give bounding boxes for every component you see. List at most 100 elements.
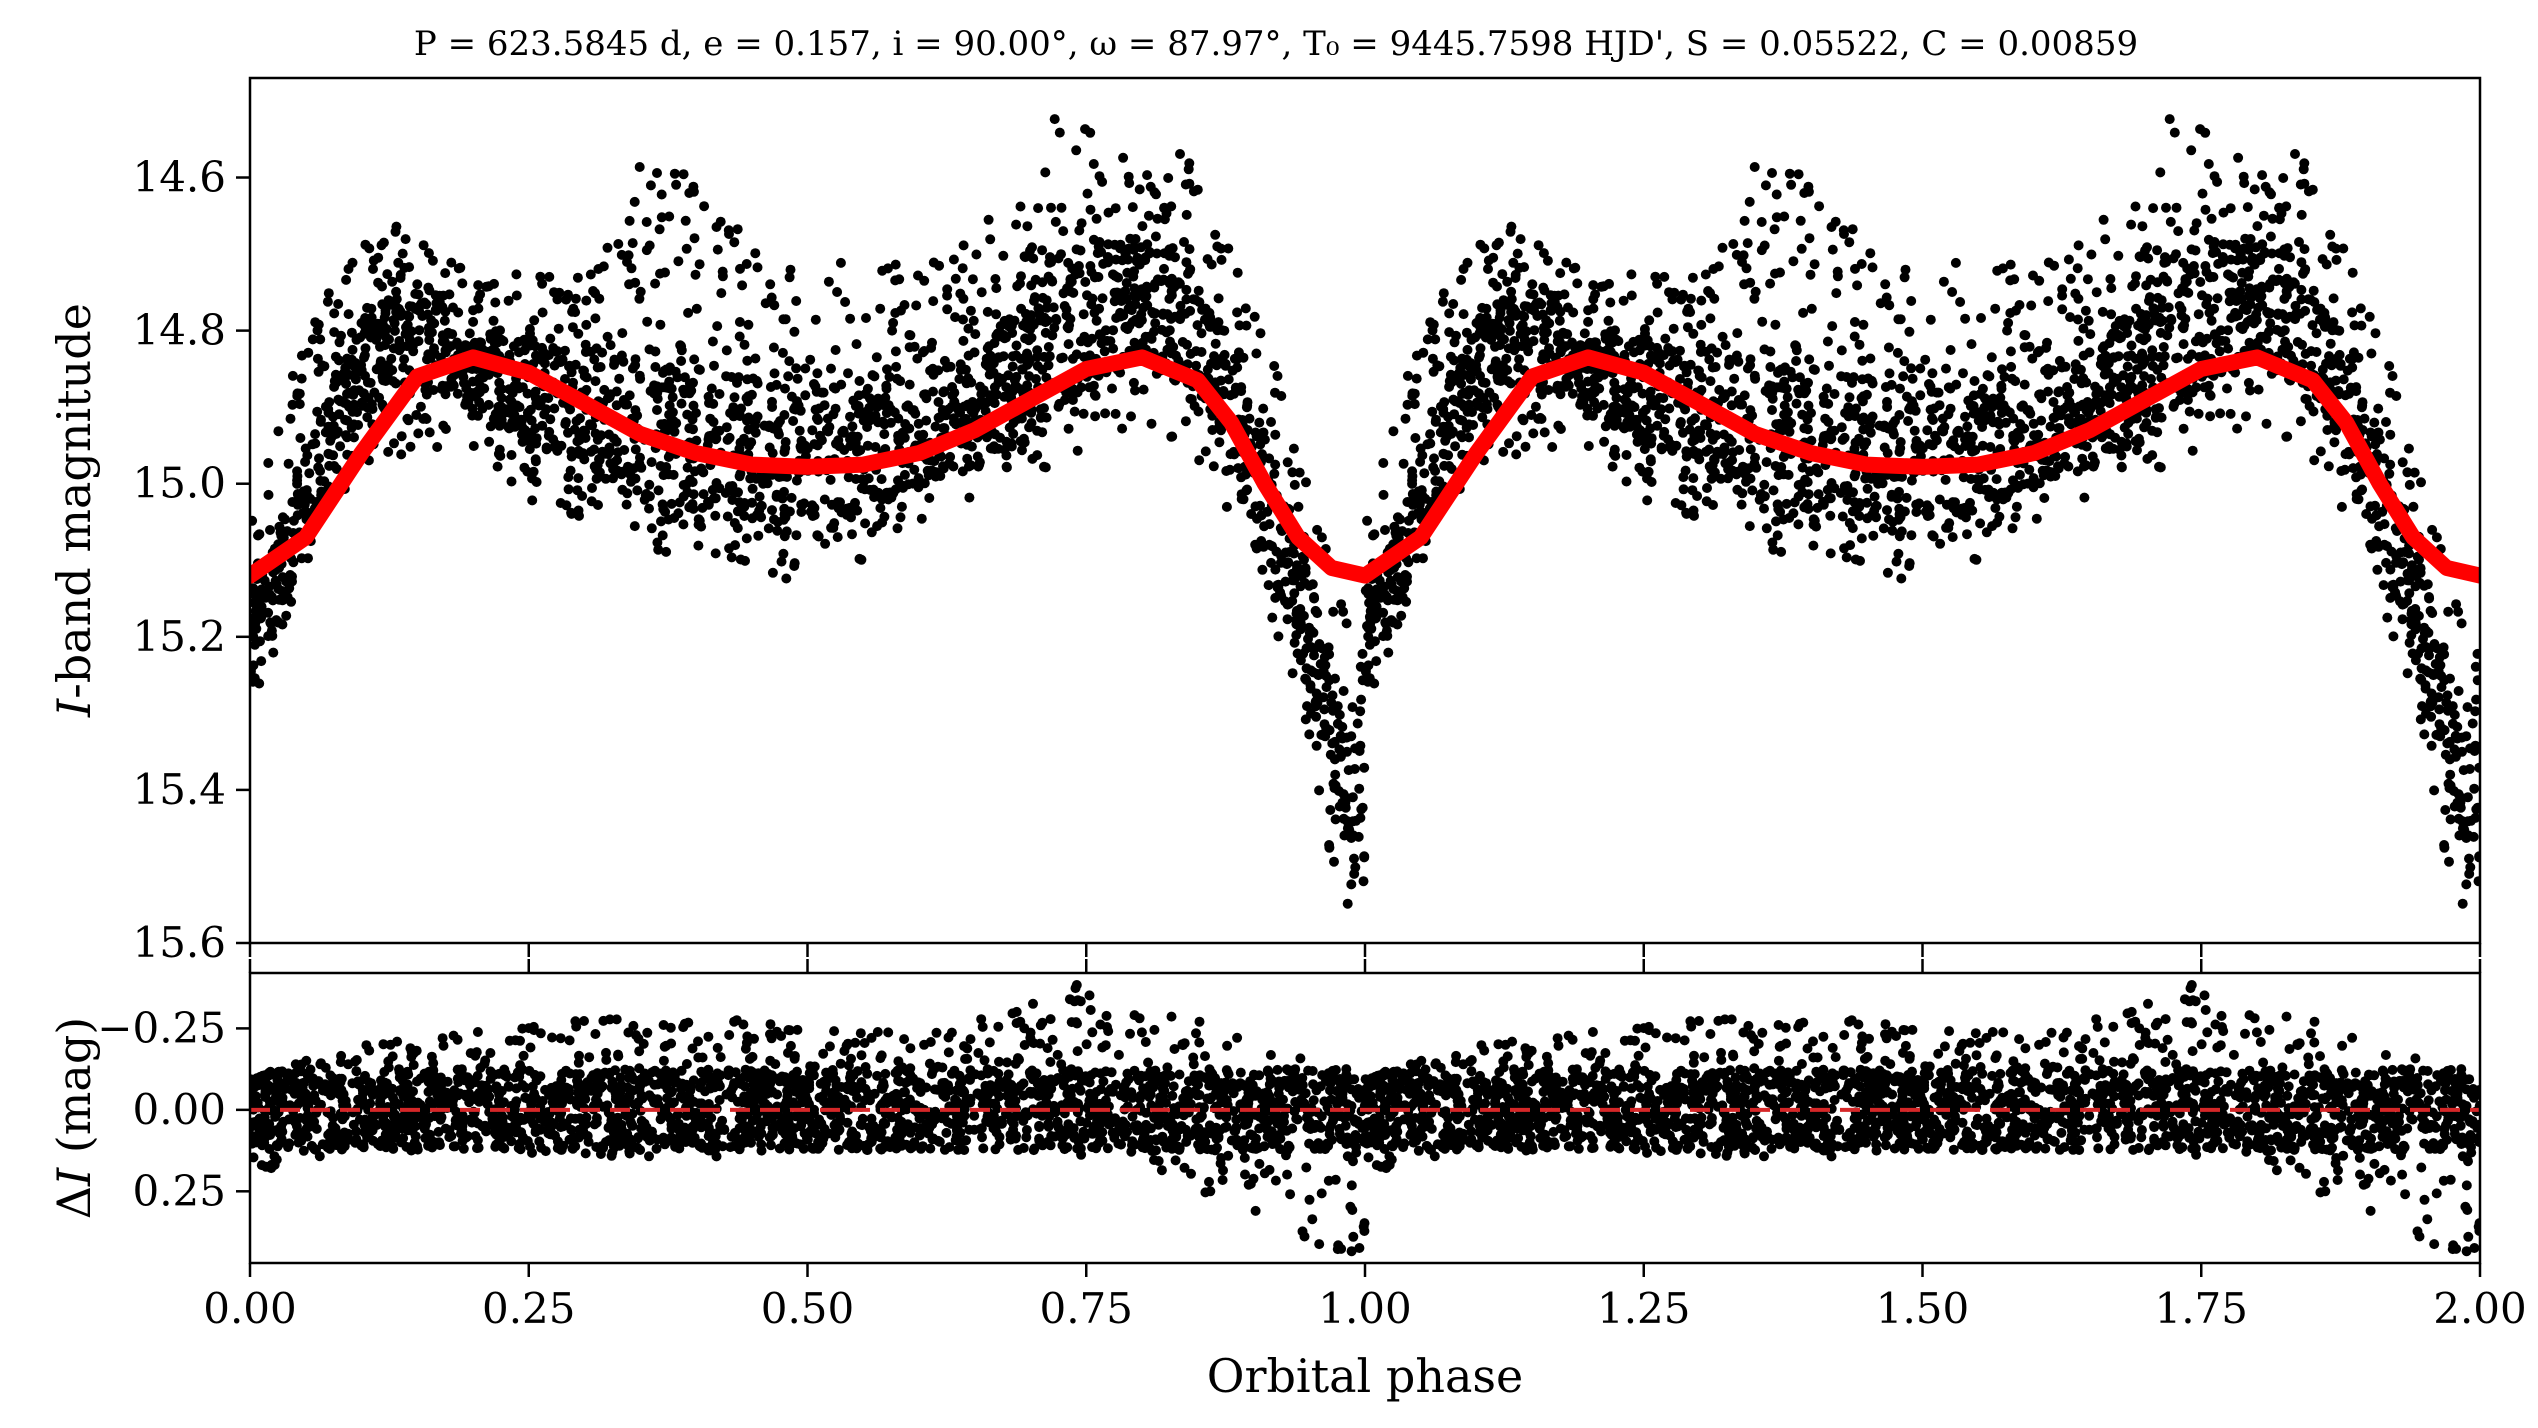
observation-point (2452, 797, 2463, 808)
observation-point (712, 321, 723, 332)
observation-point (1915, 363, 1926, 374)
observation-point (1338, 686, 1349, 696)
observation-point (1607, 461, 1618, 472)
observation-point (892, 523, 903, 534)
observation-point (1517, 310, 1528, 321)
observation-point (644, 479, 655, 490)
observation-point (1320, 731, 1331, 742)
observation-point (1054, 127, 1065, 138)
observation-point (921, 415, 932, 426)
observation-point (1357, 648, 1368, 659)
observation-point (2338, 374, 2349, 385)
observation-point (958, 240, 969, 251)
observation-point (1901, 391, 1912, 402)
observation-point (1749, 162, 1760, 172)
observation-point (1994, 429, 2005, 440)
observation-point (2259, 248, 2270, 259)
observation-point (2206, 213, 2217, 224)
observation-point (1705, 376, 1716, 387)
observation-point (2078, 350, 2089, 361)
observation-point (2209, 329, 2220, 340)
observation-point (964, 492, 975, 503)
observation-point (2141, 332, 2152, 343)
observation-point (2043, 386, 2053, 397)
observation-point (1611, 393, 1622, 403)
observation-point (2267, 213, 2278, 224)
observation-point (314, 453, 324, 464)
observation-point (1037, 364, 1048, 375)
observation-point (549, 403, 560, 414)
observation-point (1287, 668, 1298, 679)
observation-point (1240, 469, 1251, 480)
observation-point (2143, 253, 2154, 264)
observation-point (2336, 466, 2347, 476)
observation-point (1175, 149, 1185, 159)
observation-point (1637, 388, 1648, 399)
observation-point (1356, 694, 1367, 705)
observation-point (366, 312, 377, 323)
observation-point (1511, 449, 1522, 460)
observation-point (2279, 325, 2290, 336)
observation-point (764, 442, 775, 453)
observation-point (402, 310, 413, 321)
observation-point (1357, 802, 1368, 813)
observation-point (2265, 308, 2276, 319)
observation-point (683, 307, 694, 318)
observation-point (2152, 364, 2163, 375)
observation-point (852, 400, 862, 411)
observation-point (307, 334, 318, 345)
observation-point (1567, 337, 1577, 348)
observation-point (1489, 392, 1500, 403)
observation-point (1893, 548, 1904, 559)
observation-point (1749, 370, 1760, 381)
observation-point (1692, 491, 1703, 501)
observation-point (473, 280, 484, 291)
observation-point (1228, 446, 1239, 457)
observation-point (600, 473, 611, 484)
observation-point (1802, 477, 1813, 488)
observation-point (1146, 333, 1157, 344)
observation-point (437, 336, 448, 347)
observation-point (1437, 296, 1448, 307)
observation-point (645, 180, 656, 191)
observation-point (2327, 241, 2338, 252)
observation-point (1328, 778, 1339, 789)
observation-point (1889, 472, 1900, 482)
observation-point (313, 319, 324, 330)
observation-point (991, 283, 1002, 294)
observation-point (2397, 614, 2408, 625)
observation-point (1491, 366, 1502, 377)
observation-point (712, 244, 723, 255)
observation-point (826, 499, 837, 510)
observation-point (1079, 331, 1090, 342)
observation-point (988, 367, 999, 378)
observation-point (2386, 546, 2397, 557)
observation-point (1999, 371, 2010, 382)
observation-point (1590, 337, 1600, 348)
observation-point (566, 451, 577, 462)
observation-point (2218, 239, 2229, 250)
observation-point (507, 388, 518, 398)
observation-point (346, 354, 357, 365)
observation-point (1347, 792, 1358, 803)
observation-point (1074, 268, 1085, 279)
observation-point (975, 381, 986, 392)
observation-point (2458, 765, 2469, 776)
observation-point (678, 491, 689, 502)
observation-point (2103, 367, 2114, 378)
observation-point (1804, 233, 1815, 244)
observation-point (1386, 579, 1397, 590)
observation-point (1417, 450, 1428, 461)
observation-point (616, 350, 627, 361)
observation-point (2315, 446, 2326, 457)
observation-point (1582, 403, 1593, 414)
observation-point (1914, 498, 1925, 509)
observation-point (1300, 673, 1311, 684)
observation-point (1747, 410, 1758, 421)
observation-point (1455, 414, 1466, 425)
observation-point (2209, 303, 2220, 314)
observation-point (694, 259, 705, 270)
observation-point (2067, 402, 2078, 412)
observation-point (938, 387, 949, 398)
observation-point (1806, 303, 1817, 314)
